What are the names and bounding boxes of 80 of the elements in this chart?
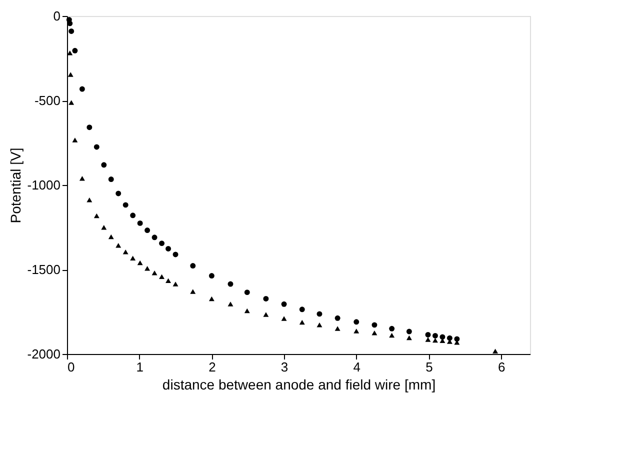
point	[94, 213, 100, 218]
point	[263, 312, 269, 317]
point	[389, 326, 395, 332]
point	[68, 100, 74, 105]
point	[79, 86, 85, 92]
point	[334, 326, 340, 331]
point	[454, 336, 460, 342]
x-tick-label: 2	[208, 360, 216, 374]
point	[137, 220, 143, 226]
point	[144, 228, 150, 234]
y-tick-label: -1500	[27, 262, 60, 277]
point	[244, 290, 250, 296]
point	[166, 278, 172, 284]
point	[316, 322, 322, 328]
point	[425, 332, 431, 338]
point	[372, 322, 378, 328]
point	[281, 316, 287, 321]
x-axis-title: distance between anode and field wire [mm]	[162, 376, 436, 392]
point	[354, 319, 360, 325]
point	[354, 328, 360, 334]
point	[130, 256, 136, 261]
point	[425, 337, 431, 342]
point	[116, 190, 122, 196]
point	[159, 240, 165, 246]
point	[122, 250, 128, 254]
point	[152, 270, 158, 276]
point	[79, 176, 85, 181]
point	[108, 234, 114, 240]
point	[108, 176, 114, 182]
point	[299, 306, 305, 312]
point	[101, 162, 107, 168]
point	[228, 302, 234, 306]
point	[172, 282, 178, 286]
point	[389, 332, 395, 338]
point	[406, 335, 412, 340]
point	[72, 138, 78, 142]
point	[122, 202, 128, 208]
point	[492, 348, 498, 354]
x-tick-label: 5	[426, 360, 433, 374]
point	[299, 320, 305, 325]
point	[334, 315, 340, 321]
point	[432, 333, 438, 338]
y-tick-label: 0	[53, 8, 60, 24]
point	[440, 334, 446, 340]
point	[137, 260, 143, 266]
point	[144, 266, 150, 271]
point	[208, 296, 214, 302]
point	[316, 311, 322, 317]
point	[281, 301, 287, 307]
point	[72, 48, 78, 54]
x-tick-label: 1	[136, 360, 144, 374]
point	[446, 335, 452, 341]
point	[68, 72, 74, 77]
y-tick-label: -2000	[27, 346, 60, 362]
x-tick-label: 4	[353, 360, 360, 374]
point	[152, 234, 158, 240]
point	[86, 124, 92, 130]
x-tick-label: 3	[280, 360, 288, 374]
point	[101, 225, 107, 230]
point	[432, 338, 438, 343]
x-tick-label: 0	[68, 360, 75, 374]
point	[68, 28, 74, 34]
point	[263, 296, 269, 302]
point	[228, 281, 234, 287]
point	[190, 263, 196, 269]
point	[159, 274, 165, 279]
point	[190, 289, 196, 294]
point	[116, 242, 122, 248]
y-tick-label: -500	[34, 93, 60, 108]
point	[94, 144, 100, 150]
point	[166, 246, 172, 252]
x-tick-label: 6	[498, 360, 506, 374]
y-axis-title: Potential [V]	[7, 148, 24, 224]
point	[130, 212, 136, 218]
point	[406, 328, 412, 334]
point	[208, 273, 214, 278]
point	[244, 308, 250, 314]
y-tick-label: -1000	[27, 178, 60, 192]
point	[372, 330, 378, 336]
point	[172, 252, 178, 258]
